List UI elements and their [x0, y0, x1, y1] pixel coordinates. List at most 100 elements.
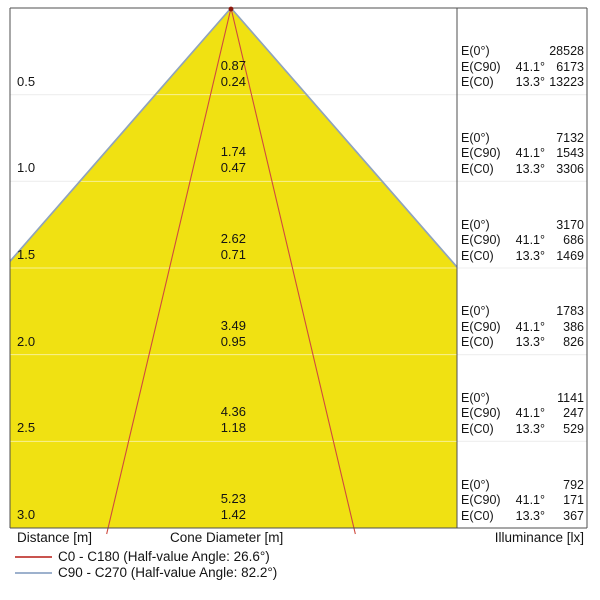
cone-diameter-c90: 3.49 [220, 317, 246, 333]
illuminance-row: E(C0) 13.3° 13223 [461, 75, 584, 91]
illuminance-block: E(0°) 1783 E(C90) 41.1° 386 E(C0) 13.3° 826 [461, 304, 584, 351]
illuminance-label: E(C90) [461, 406, 501, 421]
cone-diameter-c90: 0.87 [220, 57, 246, 73]
illuminance-label: E(C0) [461, 75, 494, 90]
beam-angle-value: 41.1° [515, 319, 545, 334]
distance-value: 0.5 [17, 73, 36, 89]
beam-angle-value: 13.3° [515, 161, 545, 176]
cone-diameter-c0: 0.47 [220, 160, 246, 176]
beam-angle-value [513, 391, 545, 407]
cone-edge-c90-right [230, 7, 458, 268]
illuminance-value: 247 [563, 406, 584, 421]
distance-axis-label: Distance [m] [17, 530, 93, 545]
illuminance-label: E(C90) [461, 146, 501, 161]
illuminance-label: E(C0) [461, 508, 494, 523]
illuminance-value: 529 [563, 421, 584, 436]
narrow-beam-line-c0-right [230, 7, 356, 535]
legend-item-c90-c270: C90 - C270 (Half-value Angle: 82.2°) [15, 565, 277, 581]
illuminance-row: E(C0) 13.3° 1469 [461, 249, 584, 265]
illuminance-label: E(C90) [461, 493, 501, 507]
legend-label-c90: C90 - C270 (Half-value Angle: 82.2°) [58, 565, 278, 580]
illuminance-value: 1783 [556, 304, 584, 319]
illuminance-row: E(C0) 13.3° 826 [461, 335, 584, 351]
c90-line-swatch-icon [15, 572, 52, 574]
illuminance-value: 13223 [549, 75, 584, 90]
beam-angle-value [513, 304, 545, 320]
illuminance-row: E(C0) 13.3° 3306 [461, 162, 584, 178]
beam-angle-value: 13.3° [515, 248, 545, 263]
cone-diameter-c0: 0.24 [220, 73, 246, 89]
beam-angle-value [513, 478, 545, 494]
illuminance-label: E(0°) [461, 130, 490, 145]
cone-diameter-values: 3.49 0.95 [156, 318, 246, 350]
cone-diameter-c0: 1.42 [220, 507, 246, 522]
c0-line-swatch-icon [15, 556, 52, 558]
beam-angle-value: 41.1° [515, 406, 545, 421]
illuminance-label: E(0°) [461, 477, 490, 492]
cone-diameter-c90: 5.23 [220, 491, 246, 506]
illuminance-label: E(0°) [461, 217, 490, 232]
illuminance-label: E(C90) [461, 59, 501, 74]
cone-diameter-c0: 1.18 [220, 420, 246, 436]
beam-angle-value [513, 218, 545, 234]
illuminance-value: 792 [563, 477, 584, 492]
cone-diameter-c90: 4.36 [220, 404, 246, 420]
beam-angle-value: 41.1° [515, 146, 545, 161]
cone-diameter-values: 4.36 1.18 [156, 404, 246, 436]
illuminance-row: E(0°) 3170 [461, 218, 584, 234]
cone-diameter-c90: 1.74 [220, 144, 246, 160]
illuminance-value: 7132 [556, 130, 584, 145]
illuminance-row: E(0°) 7132 [461, 131, 584, 147]
beam-angle-value: 13.3° [515, 508, 545, 523]
illuminance-row: E(C90) 41.1° 1543 [461, 146, 584, 162]
narrow-beam-line-c0-left [106, 7, 232, 535]
beam-angle-value: 41.1° [515, 233, 545, 247]
illuminance-label: E(0°) [461, 304, 490, 319]
cone-diameter-axis-label: Cone Diameter [m] [170, 530, 284, 545]
illuminance-value: 3170 [556, 217, 584, 232]
illuminance-value: 6173 [556, 59, 584, 74]
cone-diameter-c90: 2.62 [220, 231, 246, 246]
illuminance-row: E(C0) 13.3° 529 [461, 422, 584, 438]
beam-angle-value: 13.3° [515, 75, 545, 90]
apex-dot [228, 6, 234, 12]
illuminance-row: E(0°) 28528 [461, 44, 584, 60]
illuminance-label: E(C0) [461, 421, 494, 436]
illuminance-row: E(C90) 41.1° 247 [461, 406, 584, 422]
illuminance-axis-label: Illuminance [lx] [494, 530, 584, 545]
cone-diameter-values: 1.74 0.47 [156, 144, 246, 176]
cone-edge-c90-left [9, 7, 232, 262]
illuminance-value: 3306 [556, 161, 584, 176]
illuminance-row: E(C90) 41.1° 171 [461, 493, 584, 509]
illuminance-label: E(C90) [461, 319, 501, 334]
beam-angle-value: 13.3° [515, 335, 545, 350]
illuminance-label: E(C0) [461, 248, 494, 263]
beam-angle-value [513, 131, 545, 147]
illuminance-row: E(C90) 41.1° 6173 [461, 60, 584, 76]
cone-diameter-values: 5.23 1.42 [156, 491, 246, 523]
illuminance-row: E(0°) 1141 [461, 391, 584, 407]
distance-value: 3.0 [17, 507, 36, 522]
distance-value: 1.0 [17, 160, 36, 176]
beam-angle-value [513, 44, 545, 60]
illuminance-block: E(0°) 792 E(C90) 41.1° 171 E(C0) 13.3° 367 [461, 478, 584, 525]
illuminance-value: 386 [563, 319, 584, 334]
illuminance-label: E(0°) [461, 390, 490, 405]
legend-label-c0: C0 - C180 (Half-value Angle: 26.6°) [58, 549, 270, 564]
illuminance-row: E(0°) 792 [461, 478, 584, 494]
cone-diameter-c0: 0.95 [220, 333, 246, 349]
beam-angle-value: 41.1° [515, 59, 545, 74]
illuminance-label: E(C90) [461, 233, 501, 247]
illuminance-value: 1469 [556, 248, 584, 263]
illuminance-block: E(0°) 7132 E(C90) 41.1° 1543 E(C0) 13.3° 3306 [461, 131, 584, 178]
cone-diameter-values: 0.87 0.24 [156, 58, 246, 90]
illuminance-block: E(0°) 1141 E(C90) 41.1° 247 E(C0) 13.3° 529 [461, 391, 584, 438]
illuminance-row: E(C0) 13.3° 367 [461, 509, 584, 525]
illuminance-value: 28528 [549, 44, 584, 59]
illuminance-label: E(C0) [461, 335, 494, 350]
cone-diameter-c0: 0.71 [220, 247, 246, 262]
illuminance-value: 826 [563, 335, 584, 350]
beam-angle-value: 41.1° [515, 493, 545, 507]
